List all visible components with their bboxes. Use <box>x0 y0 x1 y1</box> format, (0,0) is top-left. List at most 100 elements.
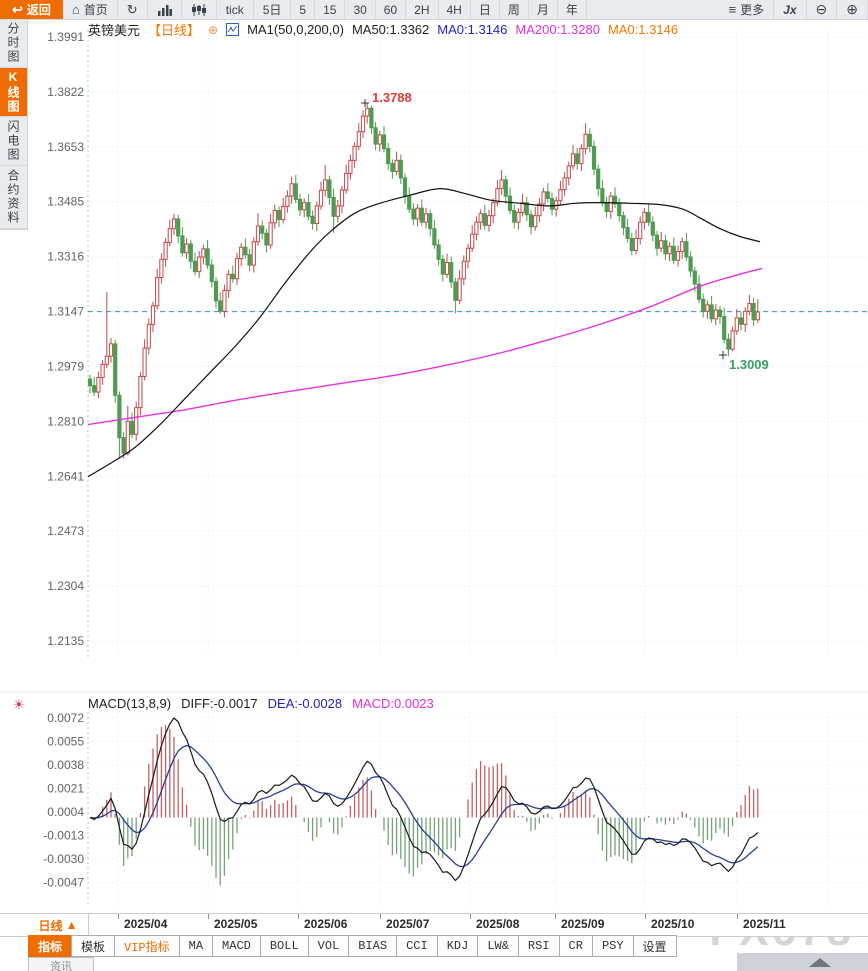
svg-text:1.2810: 1.2810 <box>47 414 84 428</box>
add-icon[interactable]: ⊕ <box>208 22 219 37</box>
menu-icon: ≡ <box>728 2 737 17</box>
interval-5-button[interactable]: 5 <box>291 0 316 19</box>
indicator-tab-BOLL[interactable]: BOLL <box>259 935 309 957</box>
month-tick <box>298 914 299 919</box>
svg-text:1.3788: 1.3788 <box>372 90 412 105</box>
month-label: 2025/11 <box>743 917 786 931</box>
period-selector[interactable]: 日线 ▲ <box>28 914 89 936</box>
svg-text:1.3485: 1.3485 <box>47 195 84 209</box>
line-chart-icon <box>226 23 240 36</box>
partial-tab-label: 资讯 <box>50 961 72 971</box>
formula-icon: Jx <box>783 2 797 17</box>
svg-text:0.0021: 0.0021 <box>47 782 84 796</box>
month-label: 2025/05 <box>214 917 258 931</box>
indicator-tab-PSY[interactable]: PSY <box>591 935 634 957</box>
partial-tab[interactable]: 资讯 <box>28 957 94 971</box>
sidebar-item-3[interactable]: 合约资料 <box>0 166 27 229</box>
ma0-blue-value: MA0:1.3146 <box>437 22 508 37</box>
indicator-tab-设置[interactable]: 设置 <box>632 935 677 957</box>
five-day-button[interactable]: 5日 <box>254 0 292 19</box>
tick-chart-button[interactable]: tick <box>217 0 254 19</box>
more-button[interactable]: ≡ 更多 <box>720 0 775 19</box>
ma-settings-label: MA1(50,0,200,0) <box>247 22 344 37</box>
month-label: 2025/06 <box>304 917 348 931</box>
month-tick <box>737 914 738 919</box>
svg-text:1.3316: 1.3316 <box>47 250 84 264</box>
indicator-tab-MA[interactable]: MA <box>178 935 214 957</box>
month-tick <box>645 914 646 919</box>
brightness-icon[interactable]: ☀ <box>13 697 25 712</box>
svg-text:0.0038: 0.0038 <box>47 758 84 772</box>
back-button[interactable]: ↩ 返回 <box>0 0 63 19</box>
month-tick <box>555 914 556 919</box>
macd-diff-value: DIFF:-0.0017 <box>181 696 258 711</box>
zoom-out-button[interactable]: ⊖ <box>807 0 838 19</box>
indicator-tab-MACD[interactable]: MACD <box>212 935 261 957</box>
scroll-to-top-button[interactable] <box>737 953 868 971</box>
indicator-toolbar: 指标 模板 VIP指标 MA MACD BOLL VOL BIAS CCI KDJ LW& RSI CR… <box>28 935 677 957</box>
candlestick-icon <box>191 3 206 16</box>
svg-text:1.3991: 1.3991 <box>47 30 84 44</box>
period-selector-label: 日线 <box>38 918 63 933</box>
month-tick <box>380 914 381 919</box>
svg-text:1.3653: 1.3653 <box>47 140 84 154</box>
svg-text:1.2473: 1.2473 <box>47 524 84 538</box>
indicator-tab-LW&[interactable]: LW& <box>477 935 519 957</box>
indicator-tab-BIAS[interactable]: BIAS <box>348 935 398 957</box>
sidebar-item-2[interactable]: 闪电图 <box>0 117 27 166</box>
formula-button[interactable]: Jx <box>774 0 807 19</box>
indicator-tab-VIP指标[interactable]: VIP指标 <box>114 935 180 957</box>
bar-chart-icon <box>157 4 172 16</box>
xaxis-row: 日线 ▲ 2025/04 2025/05 2025/06 2025/07 2025/08… <box>0 913 868 937</box>
interval-30-button[interactable]: 30 <box>345 0 376 19</box>
macd-dea-value: DEA:-0.0028 <box>267 696 343 711</box>
month-label: 2025/04 <box>124 917 168 931</box>
zoom-in-button[interactable]: ⊕ <box>837 0 868 19</box>
refresh-icon: ↻ <box>126 2 138 17</box>
zoom-in-icon: ⊕ <box>846 1 858 17</box>
indicator-tab-指标[interactable]: 指标 <box>28 935 73 957</box>
interval-周-button[interactable]: 周 <box>500 0 529 19</box>
sidebar-item-0[interactable]: 分时图 <box>0 19 27 68</box>
tick-label: tick <box>225 2 244 17</box>
more-label: 更多 <box>740 3 765 17</box>
interval-15-button[interactable]: 15 <box>315 0 346 19</box>
month-tick <box>470 914 471 919</box>
chart-type-sidebar: 分时图 K线图 闪电图 合约资料 <box>0 19 28 230</box>
back-arrow-icon: ↩ <box>12 2 23 17</box>
svg-text:1.3147: 1.3147 <box>47 305 84 319</box>
indicator-tab-VOL[interactable]: VOL <box>307 935 350 957</box>
period-tag: 【日线】 <box>148 23 201 38</box>
indicator-tab-模板[interactable]: 模板 <box>71 935 116 957</box>
interval-group: 5 15 30 60 2H 4H 日周月年 <box>291 0 587 19</box>
svg-text:1.2979: 1.2979 <box>47 359 84 373</box>
macd-hist-value: MACD:0.0023 <box>352 696 434 711</box>
candlestick-button[interactable] <box>182 0 217 19</box>
five-day-label: 5日 <box>262 3 282 17</box>
bar-chart-button[interactable] <box>148 0 182 19</box>
indicator-tab-CR[interactable]: CR <box>558 935 593 957</box>
interval-60-button[interactable]: 60 <box>376 0 407 19</box>
indicator-tab-CCI[interactable]: CCI <box>396 935 438 957</box>
svg-text:1.2641: 1.2641 <box>47 469 84 483</box>
interval-4H-button[interactable]: 4H <box>439 0 471 19</box>
home-button[interactable]: ⌂ 首页 <box>63 0 118 19</box>
sidebar-item-1[interactable]: K线图 <box>0 68 27 117</box>
indicator-tab-KDJ[interactable]: KDJ <box>436 935 479 957</box>
interval-2H-button[interactable]: 2H <box>406 0 439 19</box>
interval-日-button[interactable]: 日 <box>471 0 500 19</box>
refresh-button[interactable]: ↻ <box>118 0 148 19</box>
indicator-tab-RSI[interactable]: RSI <box>517 935 560 957</box>
svg-text:0.0004: 0.0004 <box>47 805 84 819</box>
month-label: 2025/07 <box>386 917 430 931</box>
month-tick <box>118 914 119 919</box>
interval-月-button[interactable]: 月 <box>529 0 558 19</box>
macd-settings-label: MACD(13,8,9) <box>88 696 172 711</box>
period-selector-arrow: ▲ <box>65 918 78 932</box>
chart-title-row: 英镑美元 【日线】 ⊕ MA1(50,0,200,0) MA50:1.3362 … <box>88 20 678 39</box>
home-label: 首页 <box>83 3 108 17</box>
interval-年-button[interactable]: 年 <box>558 0 587 19</box>
